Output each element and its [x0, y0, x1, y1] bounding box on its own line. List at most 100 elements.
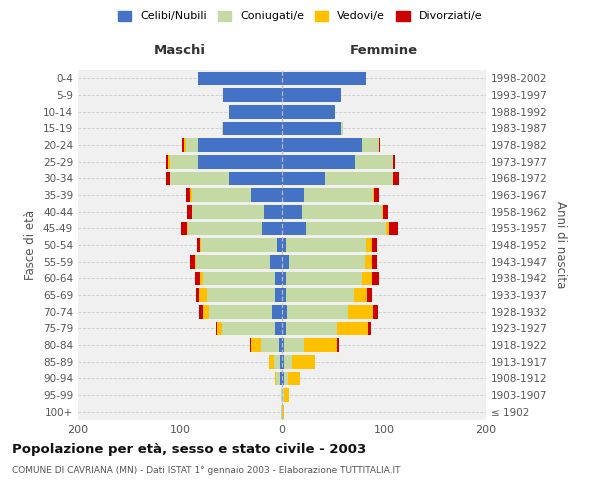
Bar: [282, 338, 284, 352]
Bar: [373, 188, 374, 202]
Bar: [282, 72, 365, 85]
Bar: [168, 155, 170, 168]
Bar: [199, 72, 282, 85]
Bar: [251, 188, 282, 202]
Bar: [304, 188, 373, 202]
Bar: [229, 105, 282, 118]
Bar: [229, 172, 282, 185]
Bar: [282, 88, 341, 102]
Bar: [292, 355, 314, 368]
Legend: Celibi/Nubili, Coniugati/e, Vedovi/e, Divorziati/e: Celibi/Nubili, Coniugati/e, Vedovi/e, Di…: [118, 10, 482, 22]
Bar: [282, 222, 307, 235]
Bar: [181, 222, 187, 235]
Bar: [196, 272, 200, 285]
Bar: [389, 222, 398, 235]
Bar: [203, 305, 209, 318]
Bar: [166, 155, 168, 168]
Bar: [282, 305, 287, 318]
Bar: [282, 205, 302, 218]
Bar: [275, 288, 282, 302]
Bar: [289, 255, 365, 268]
Bar: [284, 338, 304, 352]
Bar: [367, 288, 372, 302]
Text: COMUNE DI CAVRIANA (MN) - Dati ISTAT 1° gennaio 2003 - Elaborazione TUTTITALIA.I: COMUNE DI CAVRIANA (MN) - Dati ISTAT 1° …: [12, 466, 401, 475]
Bar: [282, 355, 284, 368]
Bar: [199, 155, 282, 168]
Bar: [284, 372, 288, 385]
Bar: [282, 238, 286, 252]
Bar: [274, 355, 280, 368]
Bar: [280, 355, 282, 368]
Bar: [196, 288, 199, 302]
Bar: [222, 322, 275, 335]
Bar: [282, 372, 284, 385]
Bar: [372, 238, 377, 252]
Bar: [325, 172, 393, 185]
Bar: [282, 388, 284, 402]
Bar: [282, 138, 362, 152]
Bar: [304, 338, 337, 352]
Bar: [272, 305, 282, 318]
Bar: [282, 105, 335, 118]
Bar: [280, 372, 282, 385]
Bar: [199, 288, 206, 302]
Bar: [197, 238, 200, 252]
Bar: [170, 172, 229, 185]
Bar: [286, 238, 365, 252]
Bar: [365, 255, 372, 268]
Bar: [341, 122, 343, 135]
Bar: [372, 255, 377, 268]
Bar: [374, 188, 379, 202]
Bar: [282, 188, 304, 202]
Bar: [187, 222, 188, 235]
Bar: [282, 272, 286, 285]
Bar: [170, 155, 199, 168]
Bar: [355, 288, 367, 302]
Bar: [263, 205, 282, 218]
Bar: [281, 405, 282, 418]
Bar: [186, 138, 199, 152]
Bar: [282, 155, 355, 168]
Bar: [199, 305, 203, 318]
Bar: [282, 122, 341, 135]
Bar: [337, 322, 368, 335]
Bar: [282, 172, 325, 185]
Bar: [262, 222, 282, 235]
Bar: [372, 272, 379, 285]
Text: Popolazione per età, sesso e stato civile - 2003: Popolazione per età, sesso e stato civil…: [12, 442, 366, 456]
Text: Femmine: Femmine: [350, 44, 418, 58]
Bar: [362, 272, 372, 285]
Bar: [282, 288, 286, 302]
Bar: [284, 388, 289, 402]
Bar: [192, 188, 251, 202]
Bar: [192, 205, 263, 218]
Bar: [203, 272, 275, 285]
Bar: [386, 222, 389, 235]
Bar: [383, 205, 388, 218]
Bar: [222, 122, 223, 135]
Bar: [216, 322, 217, 335]
Bar: [190, 255, 196, 268]
Bar: [190, 188, 192, 202]
Bar: [362, 138, 379, 152]
Bar: [187, 205, 192, 218]
Bar: [199, 138, 282, 152]
Bar: [250, 338, 251, 352]
Bar: [251, 338, 260, 352]
Bar: [349, 305, 373, 318]
Bar: [186, 188, 190, 202]
Bar: [382, 205, 383, 218]
Bar: [184, 138, 186, 152]
Bar: [337, 338, 339, 352]
Bar: [284, 355, 292, 368]
Bar: [302, 205, 382, 218]
Bar: [281, 388, 282, 402]
Bar: [275, 372, 276, 385]
Bar: [202, 238, 277, 252]
Bar: [188, 222, 262, 235]
Bar: [275, 272, 282, 285]
Bar: [355, 155, 393, 168]
Bar: [393, 172, 400, 185]
Bar: [373, 305, 378, 318]
Bar: [287, 305, 349, 318]
